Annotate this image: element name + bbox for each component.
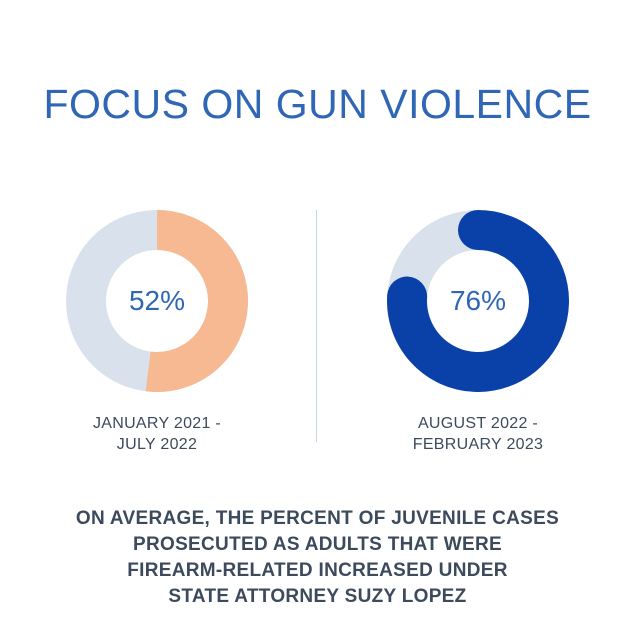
summary-caption: ON AVERAGE, THE PERCENT OF JUVENILE CASE…	[0, 506, 635, 610]
period-label-right-line2: FEBRUARY 2023	[412, 436, 544, 453]
divider-line	[316, 210, 317, 442]
caption-line-1: ON AVERAGE, THE PERCENT OF JUVENILE CASE…	[75, 508, 560, 529]
donut-chart-right: 76%	[387, 210, 569, 392]
donut-chart-left: 52%	[66, 210, 248, 392]
period-label-right-line1: AUGUST 2022 -	[417, 415, 539, 432]
caption-line-4: STATE ATTORNEY SUZY LOPEZ	[168, 586, 467, 607]
period-label-left-line2: JULY 2022	[116, 436, 198, 453]
donut-arc-left	[145, 210, 248, 392]
caption-line-2: PROSECUTED AS ADULTS THAT WERE	[133, 534, 502, 555]
donut-value-left: 52%	[129, 285, 185, 316]
page-title: FOCUS ON GUN VIOLENCE	[43, 81, 592, 127]
donut-svg-right: 76%	[387, 210, 569, 392]
period-label-left: JANUARY 2021 - JULY 2022	[37, 413, 277, 455]
donut-arc-right	[387, 210, 569, 392]
period-label-left-line1: JANUARY 2021 -	[92, 415, 222, 432]
period-label-right: AUGUST 2022 - FEBRUARY 2023	[358, 413, 598, 455]
caption-line-3: FIREARM-RELATED INCREASED UNDER	[127, 560, 508, 581]
donut-value-right: 76%	[450, 285, 506, 316]
donut-svg-left: 52%	[66, 210, 248, 392]
